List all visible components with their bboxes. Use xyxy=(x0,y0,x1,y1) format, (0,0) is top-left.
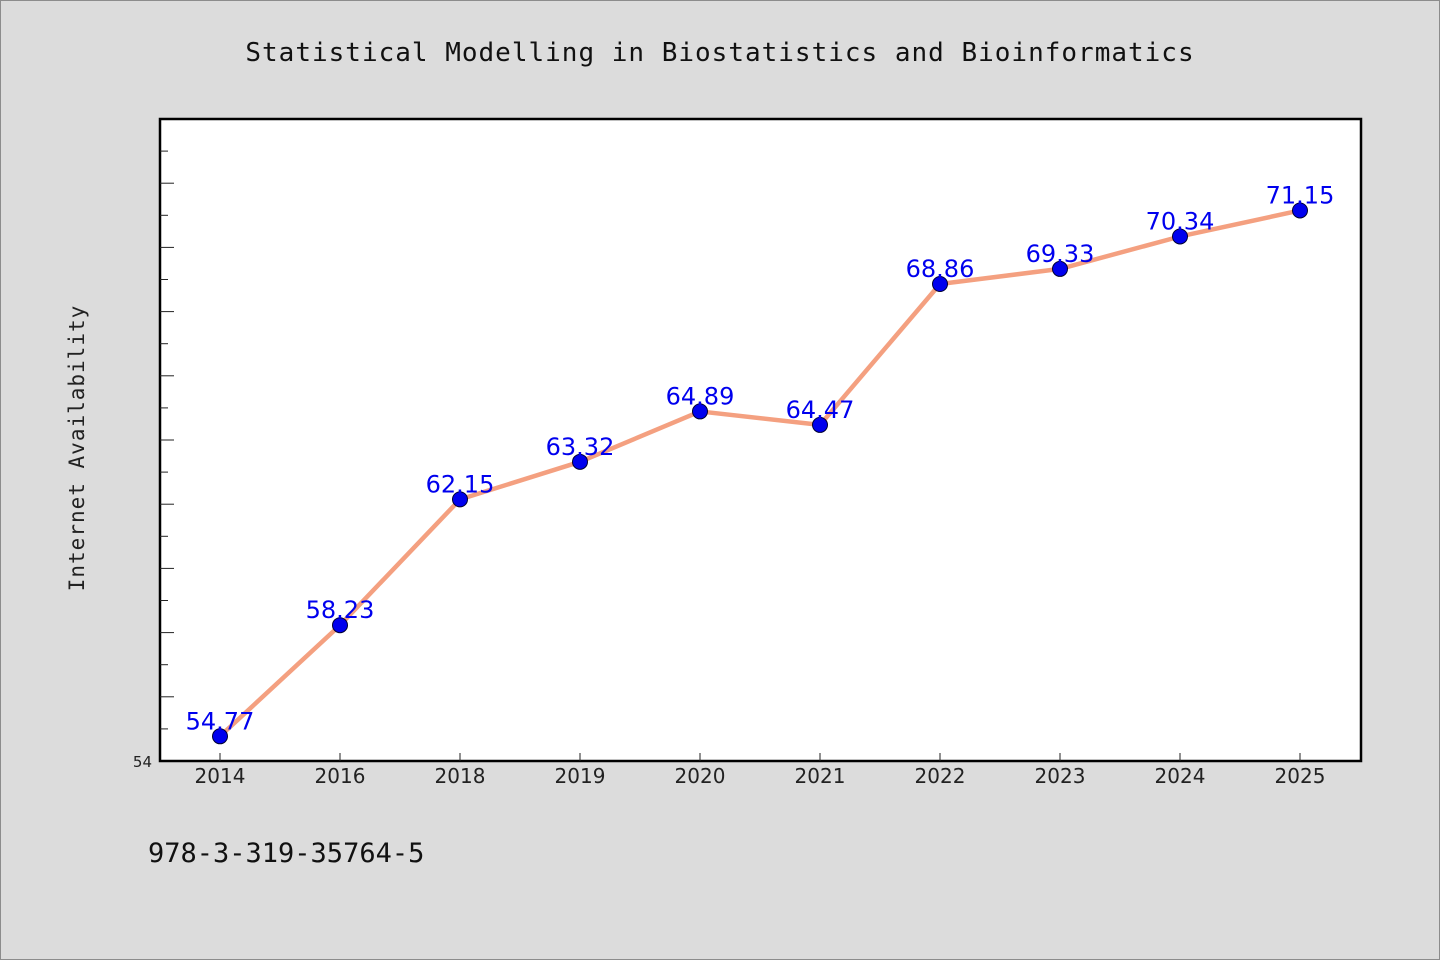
x-tick-label: 2016 xyxy=(315,764,366,788)
x-tick-label: 2020 xyxy=(675,764,726,788)
x-tick-label: 2023 xyxy=(1035,764,1086,788)
data-label: 70.34 xyxy=(1146,207,1215,235)
series-group: 54.77 58.23 62.15 63.32 64.89 64.47 68.86 69.33… xyxy=(186,181,1335,745)
y-axis-ticks xyxy=(160,150,174,730)
data-point xyxy=(932,275,948,292)
data-label: 64.89 xyxy=(666,382,735,410)
y-axis-min-label: 54 xyxy=(133,753,152,771)
plot-area xyxy=(158,117,1363,763)
x-axis: 2014 2016 2018 2019 2020 2021 2022 2023 2024 2025 xyxy=(195,753,1326,788)
data-label: 71.15 xyxy=(1266,181,1335,209)
series-line xyxy=(217,208,1303,739)
x-tick-label: 2024 xyxy=(1155,764,1206,788)
data-point xyxy=(1292,202,1308,219)
data-point xyxy=(1172,228,1188,245)
data-point xyxy=(452,491,468,508)
chart-title: Statistical Modelling in Biostatistics a… xyxy=(245,38,1194,68)
data-label: 64.47 xyxy=(786,396,855,424)
x-tick-label: 2021 xyxy=(795,764,846,788)
data-point xyxy=(812,416,828,433)
data-point xyxy=(572,453,588,470)
y-axis-label: Internet Availability xyxy=(65,305,89,592)
data-label: 58.23 xyxy=(306,596,375,624)
data-point xyxy=(1052,260,1068,277)
x-tick-label: 2025 xyxy=(1275,764,1326,788)
data-point xyxy=(692,403,708,420)
x-tick-label: 2018 xyxy=(435,764,486,788)
data-label: 68.86 xyxy=(906,255,975,283)
data-label: 54.77 xyxy=(186,707,255,735)
x-tick-label: 2022 xyxy=(915,764,966,788)
data-label: 63.32 xyxy=(546,433,615,461)
data-label: 69.33 xyxy=(1026,240,1095,268)
x-tick-label: 2019 xyxy=(555,764,606,788)
data-point xyxy=(212,728,228,745)
data-point xyxy=(332,617,348,634)
data-label: 62.15 xyxy=(426,470,495,498)
isbn-footer: 978-3-319-35764-5 xyxy=(148,838,424,869)
x-tick-label: 2014 xyxy=(195,764,246,788)
